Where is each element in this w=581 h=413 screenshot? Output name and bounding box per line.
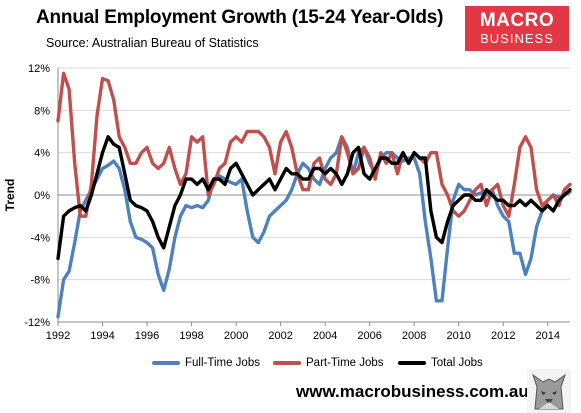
y-tick-labels: -12% -8% -4% 0% 4% 8% 12% bbox=[24, 63, 50, 329]
x-tick-label: 1992 bbox=[46, 330, 70, 342]
legend-swatch-full-time bbox=[152, 361, 180, 365]
y-tick-label: 0% bbox=[34, 190, 50, 202]
y-tick-label: -12% bbox=[24, 317, 50, 329]
chart-legend: Full-Time Jobs Part-Time Jobs Total Jobs bbox=[0, 357, 581, 373]
x-tick-label: 2012 bbox=[491, 330, 515, 342]
line-chart: -12% -8% -4% 0% 4% 8% 12% 1992 1994 1996 1998 2000… bbox=[3, 63, 572, 342]
y-tick-label: 4% bbox=[34, 148, 50, 160]
legend-label-part-time: Part-Time Jobs bbox=[306, 357, 384, 369]
x-tick-label: 2004 bbox=[313, 330, 337, 342]
x-tick-label: 2006 bbox=[357, 330, 381, 342]
x-tick-label: 1998 bbox=[179, 330, 203, 342]
logo-line-1: MACRO bbox=[479, 10, 555, 31]
website-url: www.macrobusiness.com.au bbox=[296, 382, 529, 401]
y-tick-label: -4% bbox=[30, 232, 50, 244]
y-tick-label: 8% bbox=[34, 105, 50, 117]
x-tick-label: 2000 bbox=[224, 330, 248, 342]
legend-item-total: Total Jobs bbox=[398, 357, 483, 369]
x-tick-label: 2002 bbox=[268, 330, 292, 342]
legend-label-full-time: Full-Time Jobs bbox=[185, 357, 260, 369]
series-line-total-jobs bbox=[56, 135, 572, 261]
y-axis-label: Trend bbox=[3, 179, 17, 212]
chart-subtitle: Source: Australian Bureau of Statistics bbox=[46, 36, 259, 50]
legend-swatch-part-time bbox=[273, 361, 301, 365]
x-tick-labels: 1992 1994 1996 1998 2000 2002 2004 2006 2008 2010… bbox=[46, 330, 560, 342]
x-tick-label: 1994 bbox=[90, 330, 114, 342]
x-tick-label: 2014 bbox=[535, 330, 559, 342]
legend-item-full-time: Full-Time Jobs bbox=[152, 357, 260, 369]
x-tick-label: 2010 bbox=[446, 330, 470, 342]
legend-swatch-total bbox=[398, 361, 426, 365]
series-line-part-time-jobs bbox=[56, 71, 572, 218]
chart-series bbox=[56, 71, 572, 319]
legend-label-total: Total Jobs bbox=[431, 357, 483, 369]
x-tick-label: 1996 bbox=[135, 330, 159, 342]
legend-item-part-time: Part-Time Jobs bbox=[273, 357, 384, 369]
wolf-mascot-icon bbox=[527, 369, 571, 413]
y-tick-label: -8% bbox=[30, 275, 50, 287]
x-tick-label: 2008 bbox=[402, 330, 426, 342]
logo-line-2: BUSINESS bbox=[480, 31, 554, 46]
macrobusiness-logo: MACRO BUSINESS bbox=[465, 6, 569, 51]
y-tick-label: 12% bbox=[28, 63, 50, 75]
chart-title: Annual Employment Growth (15-24 Year-Old… bbox=[36, 7, 444, 28]
